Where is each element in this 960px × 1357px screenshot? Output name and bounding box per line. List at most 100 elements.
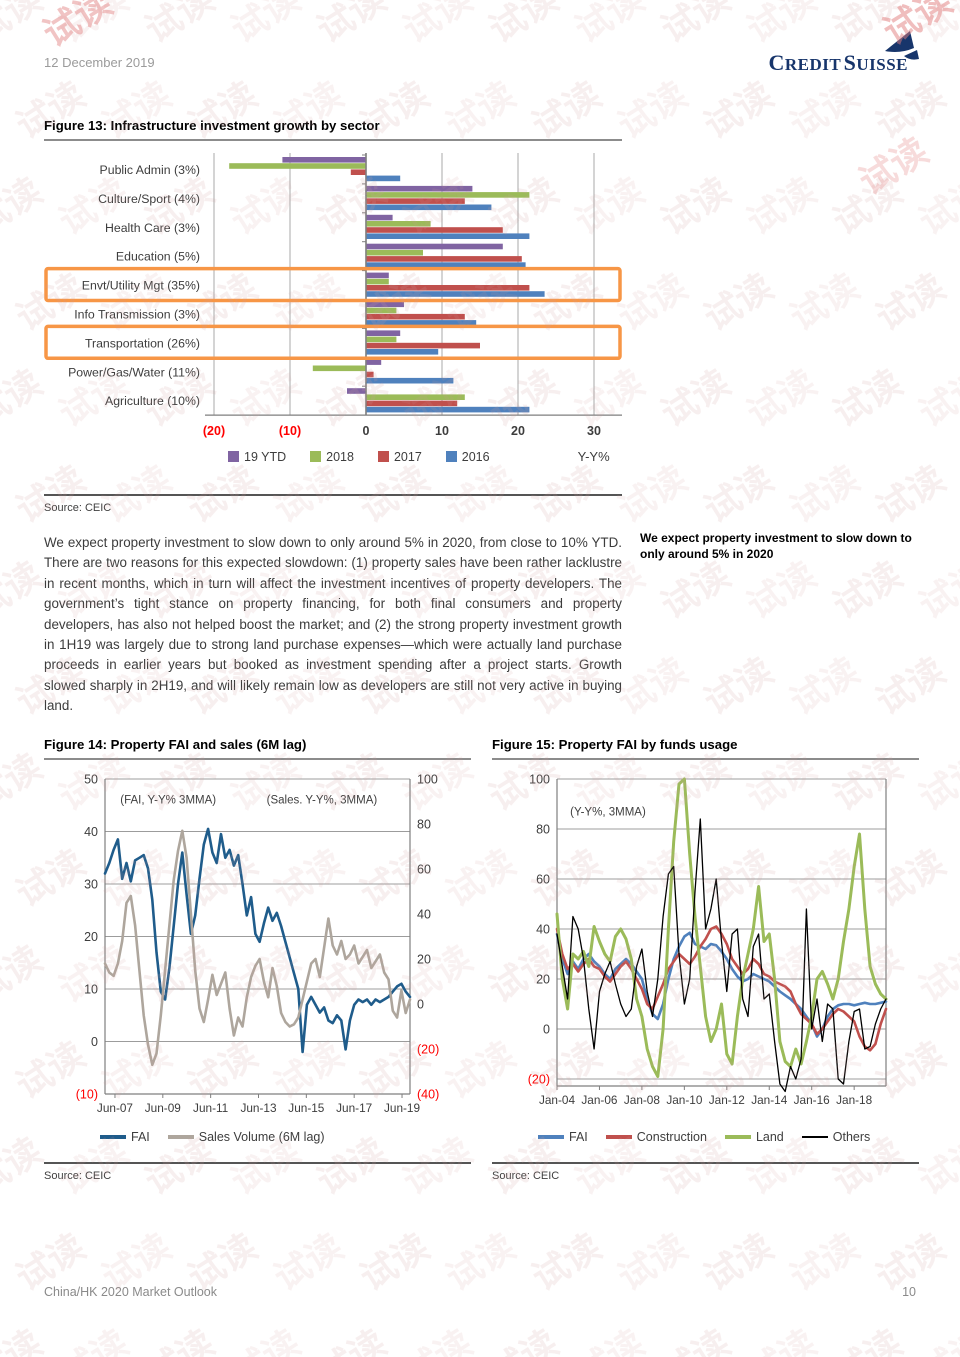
right-y-tick-label: (20) [417, 1043, 439, 1057]
watermark-text: 试读 [0, 0, 50, 52]
legend-label: 2017 [393, 449, 422, 464]
right-y-tick-label: 60 [417, 863, 431, 877]
chart-annotation: (Y-Y%, 3MMA) [570, 807, 646, 819]
figure14-title: Figure 14: Property FAI and sales (6M la… [44, 737, 471, 760]
figure13-source: Source: CEIC [44, 494, 622, 514]
bar-2017 [366, 285, 530, 291]
legend-item: Others [801, 1130, 871, 1144]
y-tick-label: 20 [84, 930, 98, 944]
right-y-tick-label: (40) [417, 1088, 439, 1102]
series-line-land [555, 777, 888, 1078]
figure15-source: Source: CEIC [492, 1162, 919, 1182]
bar-2016 [366, 204, 492, 211]
bar-category-label: Transportation (26%) [85, 336, 200, 350]
figure14-legend: FAI Sales Volume (6M lag) [100, 1130, 471, 1144]
y-tick-label: 60 [536, 873, 550, 887]
bar-2018 [366, 249, 423, 256]
y-tick-label: 0 [543, 1023, 550, 1037]
x-tick-label: Jan-10 [666, 1093, 703, 1107]
legend-label: FAI [569, 1130, 588, 1144]
legend-label: Sales Volume (6M lag) [198, 1130, 325, 1144]
watermark-text: 试读 [654, 362, 738, 436]
right-y-tick-label: 40 [417, 908, 431, 922]
watermark-text: 试读 [439, 1226, 523, 1300]
right-y-tick-label: 80 [417, 818, 431, 832]
bar-19-ytd [366, 330, 401, 336]
x-tick-label: (10) [279, 424, 301, 438]
bar-2016 [366, 233, 530, 239]
x-tick-label: (20) [203, 424, 225, 438]
watermark-text: 试读 [0, 362, 50, 436]
x-tick-label: Jun-13 [240, 1101, 277, 1115]
watermark-text: 试读 [0, 170, 50, 244]
x-tick-label: Jan-12 [709, 1093, 745, 1107]
watermark-text: 试读 [52, 0, 136, 52]
bar-2017 [350, 169, 366, 175]
bar-19-ytd [366, 243, 503, 250]
watermark-text: 试读 [697, 1226, 781, 1300]
bar-2016 [366, 349, 439, 355]
watermark-text: 试读 [650, 1315, 739, 1357]
y-tick-label: 30 [84, 878, 98, 892]
watermark-text: 试读 [611, 1226, 695, 1300]
watermark-text: 试读 [396, 0, 480, 52]
bar-category-label: Power/Gas/Water (11%) [68, 365, 200, 379]
y-tick-label: (10) [76, 1088, 98, 1102]
bar-category-label: Health Care (3%) [105, 221, 200, 235]
watermark-text: 试读 [783, 1226, 867, 1300]
brand-logotype: CREDIT SUISSE [768, 50, 908, 75]
watermark-text: 试读 [48, 1315, 137, 1357]
bar-2016 [366, 320, 477, 326]
watermark-text: 试读 [138, 0, 222, 52]
bar-2017 [366, 400, 458, 407]
watermark-text: 试读 [869, 74, 953, 148]
legend-item: 19 YTD [228, 450, 286, 464]
bar-19-ytd [347, 388, 366, 394]
legend-label: Construction [636, 1130, 707, 1144]
bar-19-ytd [366, 272, 389, 279]
watermark-text-accent: 试读 [36, 0, 120, 56]
watermark-text-accent: 试读 [852, 130, 936, 204]
watermark-text: 试读 [0, 1315, 50, 1357]
bar-19-ytd [282, 157, 366, 163]
watermark-text: 试读 [826, 362, 910, 436]
watermark-text: 试读 [267, 1226, 351, 1300]
x-tick-label: Jan-04 [539, 1093, 576, 1107]
x-tick-label: Jun-17 [336, 1101, 372, 1115]
y-tick-label: 100 [529, 773, 550, 787]
bar-19-ytd [366, 359, 382, 365]
legend-item: 2017 [377, 449, 422, 464]
bar-2016 [366, 175, 401, 182]
watermark-text: 试读 [740, 362, 824, 436]
legend-label: Others [832, 1130, 871, 1144]
highlight-box-7 [44, 324, 622, 361]
series-line-sales-volume-(6m-lag) [103, 829, 412, 1067]
watermark-text: 试读 [0, 938, 50, 1012]
figure15-line-chart: 100 80 60 40 20 0 (20) Jan-04 Jan-06 Jan-08 Jan-10… [528, 773, 888, 1107]
watermark-text: 试读 [908, 1315, 960, 1357]
legend-line-swatch-icon [724, 1135, 751, 1139]
watermark-text: 试读 [0, 746, 50, 820]
watermark-text: 试读 [525, 1226, 609, 1300]
watermark-text: 试读 [697, 74, 781, 148]
highlight-box-5 [44, 266, 622, 303]
watermark-text: 试读 [224, 0, 308, 52]
legend-swatch-icon [445, 451, 457, 462]
bar-2017 [366, 371, 374, 378]
x-tick-label: Jan-16 [794, 1093, 831, 1107]
bar-2017 [366, 313, 465, 320]
bar-category-label: Agriculture (10%) [105, 394, 200, 408]
watermark-text: 试读 [740, 0, 824, 52]
y-tick-label: 40 [84, 825, 98, 839]
watermark-text: 试读 [783, 650, 867, 724]
watermark-text: 试读 [912, 170, 960, 244]
figure13-axis-unit: Y-Y% [577, 449, 610, 464]
bar-2018 [366, 307, 397, 314]
brand-logo: CREDIT SUISSE [768, 31, 919, 76]
x-tick-label: 20 [511, 424, 525, 438]
report-date: 12 December 2019 [44, 55, 155, 70]
figure13-legend-items: 19 YTD 2018 2017 2016 [228, 450, 514, 464]
bar-2017 [366, 198, 465, 204]
bar-2016 [366, 406, 530, 413]
